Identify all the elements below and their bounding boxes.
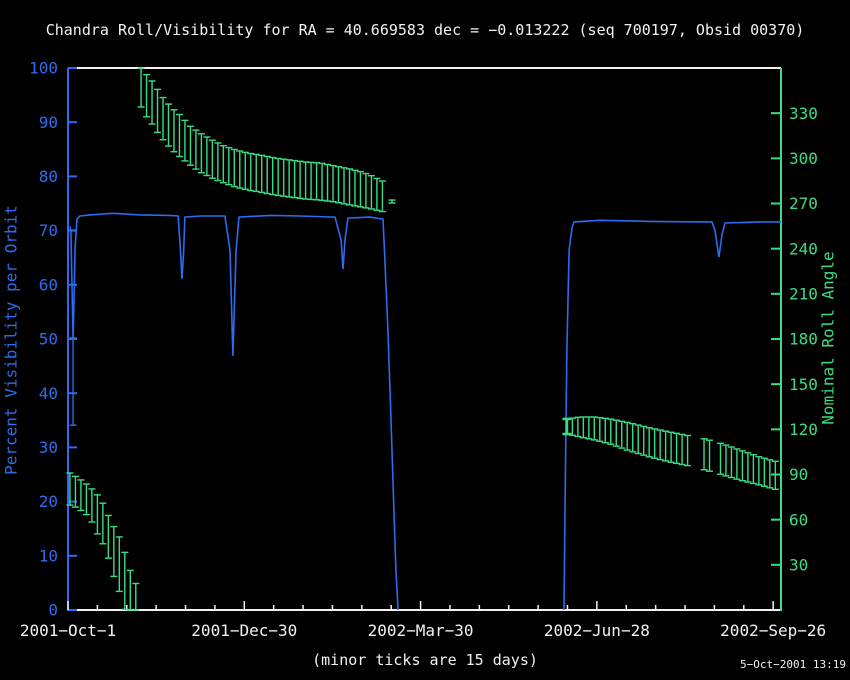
svg-text:240: 240 — [789, 239, 818, 258]
x-axis-ticks: 2001−Oct−1 2001−Dec−30 2002−Mar−30 2002−Jun… — [20, 601, 826, 640]
svg-text:80: 80 — [39, 167, 58, 186]
svg-text:60: 60 — [39, 275, 58, 294]
right-axis-ticks: 30 60 90 120 150 180 210 240 270 300 330 — [771, 104, 818, 574]
svg-text:120: 120 — [789, 420, 818, 439]
svg-text:90: 90 — [789, 465, 808, 484]
svg-text:300: 300 — [789, 149, 818, 168]
roll-band-upper-window1 — [137, 67, 386, 213]
svg-text:2002−Mar−30: 2002−Mar−30 — [368, 621, 474, 640]
svg-text:40: 40 — [39, 384, 58, 403]
roll-band-lower-window1 — [66, 472, 140, 611]
svg-text:2002−Sep−26: 2002−Sep−26 — [720, 621, 826, 640]
svg-text:70: 70 — [39, 221, 58, 240]
svg-text:210: 210 — [789, 284, 818, 303]
svg-text:0: 0 — [48, 601, 58, 620]
visibility-curve — [69, 212, 781, 611]
svg-text:30: 30 — [39, 438, 58, 457]
svg-text:10: 10 — [39, 546, 58, 565]
svg-text:330: 330 — [789, 104, 818, 123]
right-axis-label: Nominal Roll Angle — [818, 251, 838, 425]
svg-text:180: 180 — [789, 330, 818, 349]
svg-text:60: 60 — [789, 510, 808, 529]
svg-text:2001−Dec−30: 2001−Dec−30 — [191, 621, 297, 640]
svg-text:90: 90 — [39, 113, 58, 132]
svg-text:50: 50 — [39, 330, 58, 349]
roll-lone-mark — [388, 199, 396, 204]
left-axis-label: Percent Visibility per Orbit — [1, 205, 21, 475]
svg-text:150: 150 — [789, 375, 818, 394]
chart-title: Chandra Roll/Visibility for RA = 40.6695… — [45, 21, 805, 39]
plot-timestamp: 5−Oct−2001 13:19 — [740, 658, 846, 671]
svg-text:30: 30 — [789, 555, 808, 574]
left-axis-ticks: 0 10 20 30 40 50 60 70 80 90 100 — [29, 59, 77, 620]
svg-text:2002−Jun−28: 2002−Jun−28 — [544, 621, 650, 640]
x-axis-note: (minor ticks are 15 days) — [312, 651, 538, 669]
svg-text:100: 100 — [29, 59, 58, 78]
svg-text:20: 20 — [39, 492, 58, 511]
plot-frame — [67, 67, 782, 611]
svg-text:270: 270 — [789, 194, 818, 213]
svg-text:2001−Oct−1: 2001−Oct−1 — [20, 621, 116, 640]
roll-band-window2 — [562, 416, 779, 491]
